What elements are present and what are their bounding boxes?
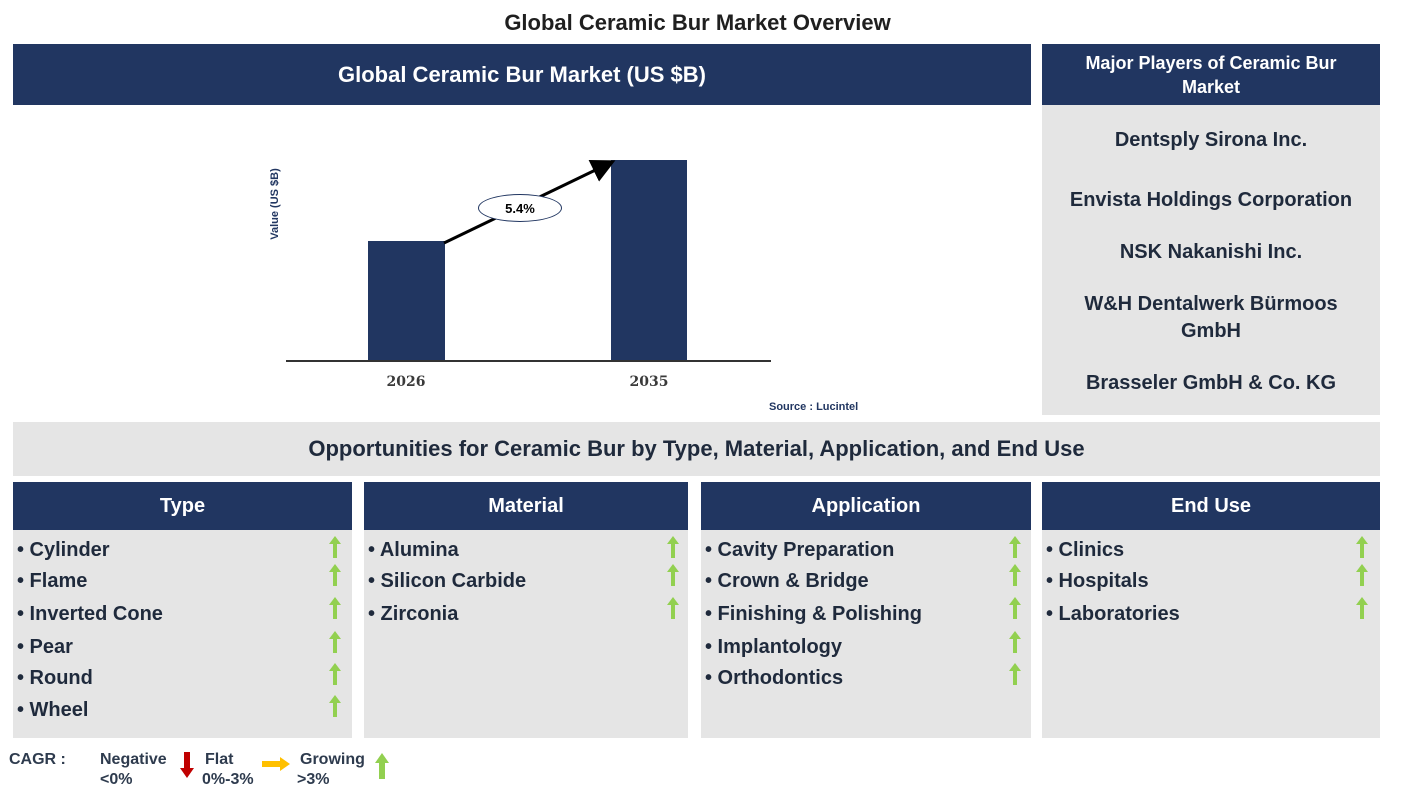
column-header-type: Type [13,482,352,530]
list-item: • Orthodontics [705,667,844,689]
column-header-material: Material [364,482,688,530]
page-title: Global Ceramic Bur Market Overview [504,10,891,35]
player-item: Dentsply Sirona Inc. [1114,129,1308,151]
list-item: • Hospitals [1046,570,1149,592]
list-item: • Zirconia [368,603,459,625]
player-item: Brasseler GmbH & Co. KG [1085,372,1337,394]
list-item: • Alumina [368,539,459,561]
player-item: NSK Nakanishi Inc. [1119,241,1303,263]
y-axis-label: Value (US $B) [269,168,281,240]
legend-negative-label: Negative [100,751,167,768]
legend-negative-range: <0% [100,771,133,788]
column-end-use: • Clinics • Hospitals • Laboratories [1042,530,1380,738]
arrow-right-icon [262,757,290,771]
list-item: • Finishing & Polishing [705,603,922,625]
column-application: • Cavity Preparation • Crown & Bridge • … [701,530,1031,738]
x-axis-line [286,360,771,362]
arrow-up-icon [667,536,679,558]
player-item: Envista Holdings Corporation [1069,189,1353,211]
arrow-up-icon [329,536,341,558]
opportunities-title: Opportunities for Ceramic Bur by Type, M… [13,422,1380,476]
list-item: • Flame [17,570,88,592]
arrow-up-icon [1009,631,1021,653]
cagr-label: 5.4% [478,194,562,222]
list-item: • Round [17,667,93,689]
legend-flat-label: Flat [205,751,234,768]
column-header-application: Application [701,482,1031,530]
x-tick-label: 2035 [629,374,669,390]
list-item: • Pear [17,636,73,658]
list-item: • Cylinder [17,539,110,561]
arrow-up-icon [667,564,679,586]
arrow-up-icon [1356,564,1368,586]
source-note: Source : Lucintel [769,401,859,413]
arrow-up-icon [1009,536,1021,558]
arrow-up-icon [329,663,341,685]
column-type: • Cylinder • Flame • Inverted Cone • Pea… [13,530,352,738]
players-list: Dentsply Sirona Inc. Envista Holdings Co… [1042,105,1380,415]
player-item: W&H Dentalwerk Bürmoos GmbH [1084,293,1338,342]
bar-2026 [368,241,445,361]
column-header-end-use: End Use [1042,482,1380,530]
x-tick-label: 2026 [386,374,426,390]
arrow-up-icon [329,695,341,717]
arrow-up-icon [1009,597,1021,619]
legend-flat-range: 0%-3% [202,771,254,788]
list-item: • Inverted Cone [17,603,163,625]
arrow-down-icon [180,752,194,778]
legend-growing-label: Growing [300,751,365,768]
arrow-up-icon [329,597,341,619]
arrow-up-icon [1356,536,1368,558]
arrow-up-icon [1009,564,1021,586]
arrow-up-icon [329,564,341,586]
list-item: • Wheel [17,699,89,721]
column-material: • Alumina • Silicon Carbide • Zirconia [364,530,688,738]
arrow-up-icon [329,631,341,653]
list-item: • Laboratories [1046,603,1180,625]
list-item: • Crown & Bridge [705,570,869,592]
arrow-up-icon [1356,597,1368,619]
list-item: • Silicon Carbide [368,570,527,592]
list-item: • Implantology [705,636,843,658]
list-item: • Cavity Preparation [705,539,895,561]
players-header: Major Players of Ceramic Bur Market [1042,44,1380,105]
chart-header: Global Ceramic Bur Market (US $B) [13,44,1031,105]
legend-label: CAGR : [9,751,66,768]
legend-growing-range: >3% [297,771,330,788]
arrow-up-icon [667,597,679,619]
arrow-up-icon [1009,663,1021,685]
bar-2035 [611,160,687,361]
list-item: • Clinics [1046,539,1125,561]
arrow-up-icon [375,753,389,779]
